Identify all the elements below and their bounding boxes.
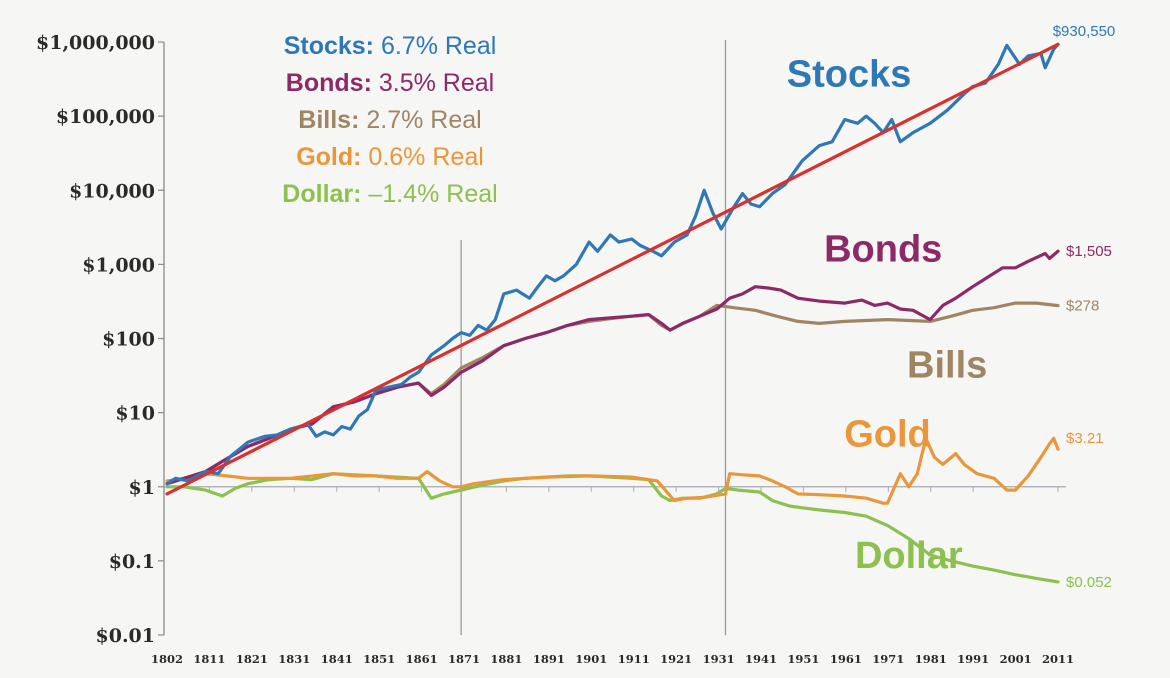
y-tick-label: $0.1 [109,551,155,573]
legend-entry-value: 2.7% Real [359,106,481,134]
series-line-bills [165,301,1060,486]
x-tick-label: 1901 [575,652,607,666]
x-axis-ticks: 1802 1811 1821 1831 1841 1851 1861 1871 1881 1891… [151,486,1074,666]
end-labels: $930,550 $1,505 $278 $3.21 $0.052 [1053,23,1116,591]
y-tick-label: $10 [115,403,155,425]
series-line-stocks [165,42,1060,486]
x-tick-label: 1831 [278,652,310,666]
legend-entry-name: Gold: [296,143,361,171]
series-label-stocks: Stocks [787,54,912,96]
x-tick-label: 1811 [193,652,225,666]
x-tick-label: 1971 [872,652,904,666]
x-tick-label: 1802 [151,652,183,666]
legend-entry-bonds: Bonds: 3.5% Real [286,69,494,97]
x-tick-label: 1921 [660,652,692,666]
x-tick-label: 1821 [236,652,268,666]
x-tick-label: 1951 [787,652,819,666]
x-tick-label: 1961 [830,652,862,666]
legend-entry-value: 6.7% Real [374,32,496,60]
x-tick-label: 1941 [745,652,777,666]
end-label-gold: $3.21 [1066,430,1104,447]
series-label-bonds: Bonds [824,228,942,270]
y-tick-label: $0.01 [96,625,156,647]
x-tick-label: 1861 [406,652,438,666]
series-line-gold [165,436,1060,505]
x-tick-label: 2001 [1000,652,1032,666]
legend-entry-name: Bonds: [286,69,372,97]
x-tick-label: 1891 [533,652,565,666]
end-label-bonds: $1,505 [1066,243,1112,260]
legend-entry-name: Bills: [298,106,359,134]
end-label-dollar: $0.052 [1066,574,1112,591]
legend-entry-value: 3.5% Real [372,69,494,97]
series-labels: Stocks Bonds Bills Gold Dollar [787,54,987,577]
x-tick-label: 1871 [448,652,480,666]
series-label-bills: Bills [907,344,987,386]
x-tick-label: 1851 [363,652,395,666]
x-tick-label: 1841 [321,652,353,666]
y-tick-label: $1 [129,477,155,499]
y-tick-label: $10,000 [69,180,155,202]
trendline-group [165,42,1060,496]
legend-entry-value: 0.6% Real [361,143,483,171]
y-tick-label: $100 [102,329,155,351]
x-tick-label: 1931 [703,652,735,666]
legend-entry-name: Stocks: [284,32,374,60]
series-label-dollar: Dollar [855,535,963,577]
legend-entry-stocks: Stocks: 6.7% Real [284,32,497,60]
legend-entry-gold: Gold: 0.6% Real [296,143,484,171]
series-label-gold: Gold [844,413,931,455]
x-tick-label: 1881 [490,652,522,666]
reference-lines [460,40,727,635]
y-tick-label: $1,000,000 [36,32,155,54]
y-tick-label: $100,000 [56,106,155,128]
legend-entry-bills: Bills: 2.7% Real [298,106,481,134]
end-label-bills: $278 [1066,298,1099,315]
stocks-trendline [165,42,1060,496]
legend-entry-name: Dollar: [282,180,361,208]
end-label-stocks: $930,550 [1053,23,1116,40]
legend-entry-dollar: Dollar: –1.4% Real [282,180,497,208]
legend-entry-value: –1.4% Real [361,180,497,208]
x-tick-label: 1991 [957,652,989,666]
x-tick-label: 2011 [1042,652,1074,666]
y-axis-ticks: $1,000,000 $100,000 $10,000 $1,000 $100 $10 $1… [36,32,164,647]
y-tick-label: $1,000 [82,254,155,276]
x-tick-label: 1981 [915,652,947,666]
x-tick-label: 1911 [618,652,650,666]
